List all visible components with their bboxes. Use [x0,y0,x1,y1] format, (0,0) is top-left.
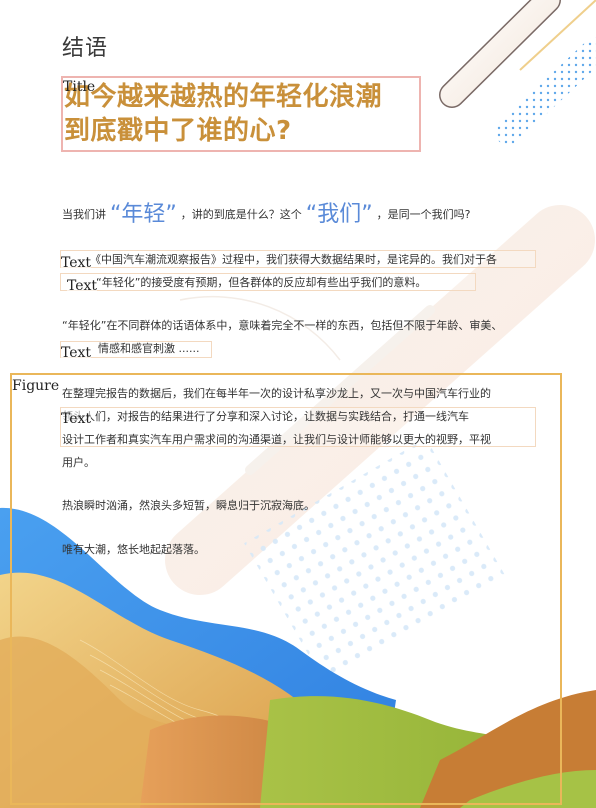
meaning-line-2: 情感和感官刺激 ...... [98,342,200,355]
paragraph-meaning: “年轻化”在不同群体的话语体系中，意味着完全不一样的东西，包括但不限于年龄、审美… [62,314,538,360]
intro-post: ，是同一个我们吗? [376,208,471,221]
quote-we: “我们” [305,202,373,227]
text-region-4 [60,407,536,447]
title-region [61,76,421,152]
title-tag: Title [63,79,96,95]
title-line-2: 到底戳中了谁的心? [64,116,292,146]
salon-line-3: 设计工作者和真实汽车用户需求间的沟通渠道，让我们与设计师能够以更大的视野，平视 [62,433,491,446]
paragraph-salon: 在整理完报告的数据后，我们在每半年一次的设计私享沙龙上，又一次与中国汽车行业的 … [62,382,538,474]
text-tag-4: Text [61,411,92,427]
quote-young: “年轻” [110,202,177,227]
page-title: 如今越来越热的年轻化浪潮 到底戳中了谁的心? [64,80,424,148]
section-heading: 结语 [62,36,109,61]
salon-line-1: 在整理完报告的数据后，我们在每半年一次的设计私享沙龙上，又一次与中国汽车行业的 [62,387,491,400]
text-tag-2: Text [67,278,98,294]
salon-line-4: 用户。 [62,456,95,469]
report-line-2: “年轻化”的接受度有预期，但各群体的反应却有些出乎我们的意料。 [96,276,427,289]
paragraph-report: 《中国汽车潮流观察报告》过程中，我们获得大数据结果时，是诧异的。我们对于各 “年… [62,248,538,294]
figure-tag: Figure [12,378,60,394]
text-tag-1: Text [61,255,92,271]
text-region-3 [60,341,212,358]
report-line-1: 《中国汽车潮流观察报告》过程中，我们获得大数据结果时，是诧异的。我们对于各 [90,253,497,266]
figure-region [10,373,562,805]
intro-mid: ，讲的到底是什么？这个 [180,208,302,221]
intro-paragraph: 当我们讲 “年轻” ，讲的到底是什么？这个 “我们” ，是同一个我们吗? [62,198,542,232]
title-line-1: 如今越来越热的年轻化浪潮 [64,82,383,112]
paragraph-heatwave: 热浪瞬时汹涌，然浪头多短暂，瞬息归于沉寂海底。 [62,499,315,512]
salon-line-2: 领头人们，对报告的结果进行了分享和深入讨论，让数据与实践结合，打通一线汽车 [62,410,469,423]
text-region-1 [60,250,536,268]
text-tag-3: Text [61,345,92,361]
intro-pre: 当我们讲 [62,208,106,221]
text-region-2 [60,273,476,291]
paragraph-tide: 唯有大潮，悠长地起起落落。 [62,543,205,556]
meaning-line-1: “年轻化”在不同群体的话语体系中，意味着完全不一样的东西，包括但不限于年龄、审美… [62,319,503,332]
